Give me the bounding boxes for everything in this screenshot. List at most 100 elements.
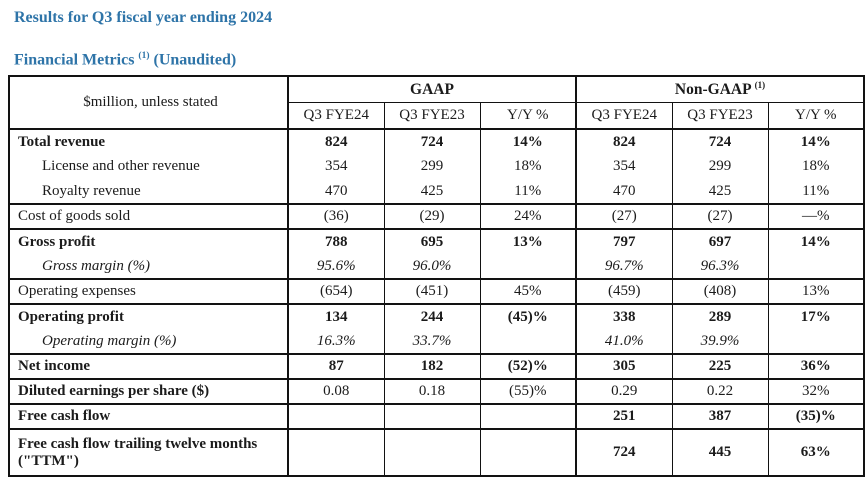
value-cell: (408) — [671, 278, 769, 304]
title-line1-text: Results for Q3 fiscal year ending 2024 — [14, 9, 273, 26]
value-cell: 134 — [287, 303, 385, 329]
table-row: Operating expenses (654) (451) 45% (459) (408… — [8, 278, 865, 304]
value-cell — [383, 428, 481, 476]
non-gaap-label: Non-GAAP — [674, 80, 751, 98]
value-cell — [383, 403, 481, 429]
value-cell: 244 — [383, 303, 481, 329]
value-cell: 697 — [671, 228, 769, 254]
value-cell: (451) — [383, 278, 481, 304]
value-cell: 182 — [383, 353, 481, 379]
table-row: Free cash flow 251 387 (35)% — [8, 403, 865, 429]
column-group-gaap: GAAP — [287, 76, 578, 103]
value-cell: 724 — [383, 128, 481, 154]
value-cell: 225 — [671, 353, 769, 379]
value-cell: 14% — [479, 128, 578, 154]
table-row: Royalty revenue 470 425 11% 470 425 11% — [8, 179, 865, 204]
value-cell: 45% — [479, 278, 578, 304]
value-cell — [767, 329, 865, 354]
page-title: Results for Q3 fiscal year ending 2024 — [14, 9, 272, 27]
value-cell — [479, 428, 578, 476]
value-cell: 299 — [383, 154, 481, 179]
table-row: Gross margin (%) 95.6% 96.0% 96.7% 96.3% — [8, 254, 865, 279]
value-cell: (459) — [575, 278, 673, 304]
value-cell: 36% — [767, 353, 865, 379]
table-row: Gross profit 788 695 13% 797 697 14% — [8, 228, 865, 254]
value-cell: 14% — [767, 228, 865, 254]
value-cell: 63% — [767, 428, 865, 476]
table-row: License and other revenue 354 299 18% 354 299… — [8, 154, 865, 179]
value-cell: 425 — [671, 179, 769, 204]
value-cell — [479, 403, 578, 429]
value-cell: 13% — [767, 278, 865, 304]
value-cell — [287, 403, 385, 429]
value-cell: 338 — [575, 303, 673, 329]
value-cell: 445 — [671, 428, 769, 476]
title-line2-main: Financial Metrics — [14, 51, 135, 69]
value-cell: 18% — [479, 154, 578, 179]
row-label: Diluted earnings per share ($) — [8, 378, 289, 404]
table-row: Operating margin (%) 16.3% 33.7% 41.0% 39.9% — [8, 329, 865, 354]
col-header-nongaap-yoy: Y/Y % — [767, 102, 865, 129]
value-cell: 824 — [287, 128, 385, 154]
value-cell: 305 — [575, 353, 673, 379]
value-cell: 24% — [479, 203, 578, 229]
value-cell: 96.3% — [671, 254, 769, 279]
value-cell: 95.6% — [287, 254, 385, 279]
footnote-marker: (1) — [138, 51, 150, 61]
value-cell: (35)% — [767, 403, 865, 429]
value-cell: 13% — [479, 228, 578, 254]
value-cell: (45)% — [479, 303, 578, 329]
title-line2-suffix: (Unaudited) — [153, 51, 237, 69]
value-cell: 0.29 — [575, 378, 673, 404]
value-cell: (36) — [287, 203, 385, 229]
row-label: Free cash flow — [8, 403, 289, 429]
column-group-non-gaap: Non-GAAP (1) — [575, 76, 865, 103]
value-cell — [287, 428, 385, 476]
value-cell: 470 — [287, 179, 385, 204]
table-row: Total revenue 824 724 14% 824 724 14% — [8, 128, 865, 154]
header-group-row: $million, unless stated GAAP Non-GAAP (1… — [8, 76, 865, 129]
col-header-gaap-q3fye24: Q3 FYE24 — [287, 102, 385, 129]
table-row: Free cash flow trailing twelve months ("… — [8, 428, 865, 476]
value-cell: —% — [767, 203, 865, 229]
header-period-row: Q3 FYE24 Q3 FYE23 Y/Y % Q3 FYE24 Q3 FYE2… — [9, 102, 865, 129]
col-header-nongaap-q3fye23: Q3 FYE23 — [671, 102, 769, 129]
value-cell: 354 — [575, 154, 673, 179]
value-cell: 724 — [671, 128, 769, 154]
value-cell: 14% — [767, 128, 865, 154]
table-row: Cost of goods sold (36) (29) 24% (27) (27) —% — [8, 203, 865, 229]
row-label: Operating expenses — [8, 278, 289, 304]
row-label: Gross margin (%) — [8, 254, 289, 279]
value-cell: 0.18 — [383, 378, 481, 404]
value-cell: (27) — [575, 203, 673, 229]
value-cell: (52)% — [479, 353, 578, 379]
row-label: Net income — [8, 353, 289, 379]
value-cell: 425 — [383, 179, 481, 204]
value-cell: 0.22 — [671, 378, 769, 404]
table-row: Diluted earnings per share ($) 0.08 0.18 (5… — [8, 378, 865, 404]
value-cell: 354 — [287, 154, 385, 179]
value-cell: 299 — [671, 154, 769, 179]
value-cell: 724 — [575, 428, 673, 476]
value-cell: 387 — [671, 403, 769, 429]
value-cell: 11% — [767, 179, 865, 204]
financial-metrics-table: $million, unless stated GAAP Non-GAAP (1… — [8, 75, 866, 477]
value-cell: 87 — [287, 353, 385, 379]
value-cell: (654) — [287, 278, 385, 304]
value-cell: 41.0% — [575, 329, 673, 354]
value-cell: 251 — [575, 403, 673, 429]
value-cell — [479, 254, 578, 279]
row-label: Royalty revenue — [8, 179, 289, 204]
table-body: Total revenue 824 724 14% 824 724 14% License a… — [8, 128, 865, 476]
row-label: Gross profit — [8, 228, 289, 254]
row-label: Operating margin (%) — [8, 329, 289, 354]
row-label: Free cash flow trailing twelve months ("… — [8, 428, 289, 476]
row-label: License and other revenue — [8, 154, 289, 179]
value-cell: 289 — [671, 303, 769, 329]
row-label: Operating profit — [8, 303, 289, 329]
value-cell: 788 — [287, 228, 385, 254]
row-label: Total revenue — [8, 128, 289, 154]
value-cell: 96.0% — [383, 254, 481, 279]
col-header-gaap-q3fye23: Q3 FYE23 — [383, 102, 481, 129]
value-cell: 96.7% — [575, 254, 673, 279]
